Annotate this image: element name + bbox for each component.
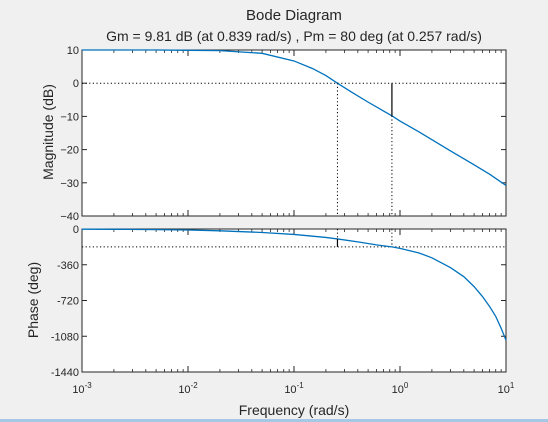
frequency-tick-label: 101: [498, 381, 515, 396]
magnitude-tick-label: −10: [60, 111, 79, 123]
phase-tick-label: 0: [73, 224, 79, 236]
frequency-tick-label: 10-3: [72, 381, 92, 396]
phase-plot-area: [81, 228, 507, 373]
frequency-tick-label: 10-1: [284, 381, 304, 396]
phase-panel: 0 -360 -720 -1080 -1440: [51, 224, 507, 379]
magnitude-tick-label: 10: [67, 45, 79, 57]
frequency-axis-label: Frequency (rad/s): [239, 402, 349, 418]
window-bottom-border: [0, 419, 548, 422]
frequency-tick-labels: 10-3 10-2 10-1 100 101: [72, 381, 515, 396]
chart-subtitle: Gm = 9.81 dB (at 0.839 rad/s) , Pm = 80 …: [106, 28, 482, 44]
magnitude-plot-area: [81, 49, 507, 217]
phase-curve: [81, 228, 507, 341]
phase-tick-label: -1440: [51, 367, 79, 379]
magnitude-tick-label: −30: [60, 178, 79, 190]
magnitude-curve: [82, 49, 507, 186]
magnitude-axis-label: Magnitude (dB): [40, 84, 56, 180]
phase-axis-label: Phase (deg): [25, 262, 41, 338]
frequency-tick-label: 10-2: [178, 381, 198, 396]
magnitude-tick-label: 0: [73, 78, 79, 90]
magnitude-tick-label: −20: [60, 145, 79, 157]
phase-tick-label: -360: [57, 260, 79, 272]
magnitude-tick-label: −40: [60, 211, 79, 223]
magnitude-panel: 10 0 −10 −20 −30 −40: [60, 45, 507, 223]
phase-tick-label: -1080: [51, 331, 79, 343]
chart-title: Bode Diagram: [246, 7, 342, 24]
frequency-tick-label: 100: [392, 381, 409, 396]
phase-tick-label: -720: [57, 296, 79, 308]
